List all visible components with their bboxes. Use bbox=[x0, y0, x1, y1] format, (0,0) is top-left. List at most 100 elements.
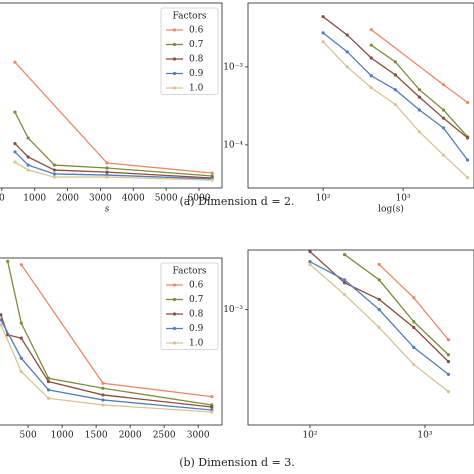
data-point bbox=[342, 278, 347, 282]
data-point bbox=[210, 178, 214, 182]
x-tick-label: 10² bbox=[302, 431, 317, 441]
plot-area bbox=[308, 250, 451, 394]
data-point bbox=[105, 166, 109, 170]
data-point bbox=[393, 102, 397, 107]
legend-title: Factors bbox=[173, 267, 207, 277]
data-point bbox=[0, 318, 3, 322]
y-tick-label: 10⁻³ bbox=[223, 305, 243, 315]
legend-title: Factors bbox=[173, 12, 207, 22]
data-point bbox=[26, 136, 30, 140]
x-tick-label: 2000 bbox=[119, 431, 142, 441]
data-point bbox=[101, 386, 105, 390]
data-point bbox=[465, 176, 470, 180]
data-point bbox=[417, 95, 422, 99]
data-point bbox=[101, 403, 105, 407]
legend-marker bbox=[172, 28, 177, 32]
data-point bbox=[377, 297, 381, 302]
data-point bbox=[46, 379, 51, 384]
legend-label: 0.9 bbox=[189, 324, 204, 334]
y-tick-label: 10⁻⁴ bbox=[223, 140, 243, 150]
x-tick-label: 2000 bbox=[56, 194, 79, 204]
data-point bbox=[377, 278, 381, 282]
data-point bbox=[377, 308, 381, 312]
legend-marker bbox=[172, 297, 177, 302]
data-point bbox=[446, 360, 451, 364]
data-point bbox=[321, 31, 325, 35]
data-point bbox=[210, 395, 214, 399]
x-tick-label: 4000 bbox=[122, 194, 145, 204]
data-point bbox=[412, 320, 416, 324]
data-point bbox=[417, 88, 422, 92]
data-point bbox=[52, 175, 57, 179]
data-point bbox=[369, 43, 373, 47]
data-point bbox=[321, 15, 325, 19]
data-point bbox=[19, 369, 23, 374]
series-line bbox=[322, 32, 469, 161]
data-point bbox=[210, 405, 214, 409]
caption: (a) Dimension d = 2. bbox=[179, 195, 294, 208]
series-line bbox=[14, 143, 213, 179]
data-point bbox=[446, 353, 451, 357]
plot-frame bbox=[0, 257, 223, 426]
series-line bbox=[322, 16, 468, 139]
data-point bbox=[46, 388, 51, 392]
x-tick-label: 3000 bbox=[187, 431, 210, 441]
data-point bbox=[369, 74, 373, 78]
data-point bbox=[342, 252, 347, 257]
data-point bbox=[441, 126, 446, 130]
data-point bbox=[13, 110, 17, 114]
data-point bbox=[412, 362, 416, 367]
data-point bbox=[105, 175, 109, 179]
legend-label: 0.7 bbox=[189, 40, 204, 50]
data-point bbox=[26, 155, 30, 159]
legend-label: 1.0 bbox=[189, 84, 204, 94]
y-tick-label: 10⁻³ bbox=[223, 62, 243, 72]
data-point bbox=[105, 170, 109, 174]
data-point bbox=[26, 168, 30, 172]
data-point bbox=[377, 325, 381, 330]
legend-label: 0.9 bbox=[189, 69, 204, 79]
data-point bbox=[52, 163, 57, 167]
data-point bbox=[412, 296, 416, 300]
legend-label: 0.7 bbox=[189, 295, 204, 305]
plot-area bbox=[321, 15, 470, 180]
data-point bbox=[417, 108, 422, 112]
data-point bbox=[393, 73, 397, 77]
data-point bbox=[0, 313, 3, 317]
data-point bbox=[321, 40, 325, 44]
legend-label: 0.6 bbox=[189, 281, 204, 291]
data-point bbox=[13, 60, 17, 64]
data-point bbox=[412, 345, 416, 349]
series-line bbox=[309, 251, 449, 363]
series-line bbox=[344, 254, 449, 356]
data-point bbox=[19, 263, 23, 267]
legend-marker bbox=[172, 283, 177, 287]
x-tick-label: 0 bbox=[0, 194, 5, 204]
data-point bbox=[101, 381, 105, 385]
x-tick-label: 10³ bbox=[417, 431, 432, 441]
caption: (b) Dimension d = 3. bbox=[179, 456, 295, 469]
data-point bbox=[441, 153, 446, 157]
x-tick-label: 500 bbox=[20, 431, 37, 441]
legend-marker bbox=[172, 42, 177, 47]
legend-marker bbox=[172, 86, 177, 90]
data-point bbox=[369, 28, 373, 32]
data-point bbox=[19, 336, 23, 340]
data-point bbox=[377, 262, 381, 267]
legend-label: 0.6 bbox=[189, 26, 204, 36]
data-point bbox=[342, 281, 347, 285]
data-point bbox=[342, 293, 347, 297]
data-point bbox=[0, 323, 3, 327]
data-point bbox=[52, 172, 57, 176]
legend-marker bbox=[172, 326, 177, 331]
data-point bbox=[465, 158, 470, 162]
data-point bbox=[46, 396, 51, 400]
data-point bbox=[13, 142, 17, 146]
plot-area bbox=[0, 259, 214, 414]
data-point bbox=[446, 372, 451, 376]
x-tick-label: 3000 bbox=[89, 194, 112, 204]
data-point bbox=[465, 100, 470, 105]
x-tick-label: 1500 bbox=[85, 431, 108, 441]
data-point bbox=[210, 171, 214, 175]
